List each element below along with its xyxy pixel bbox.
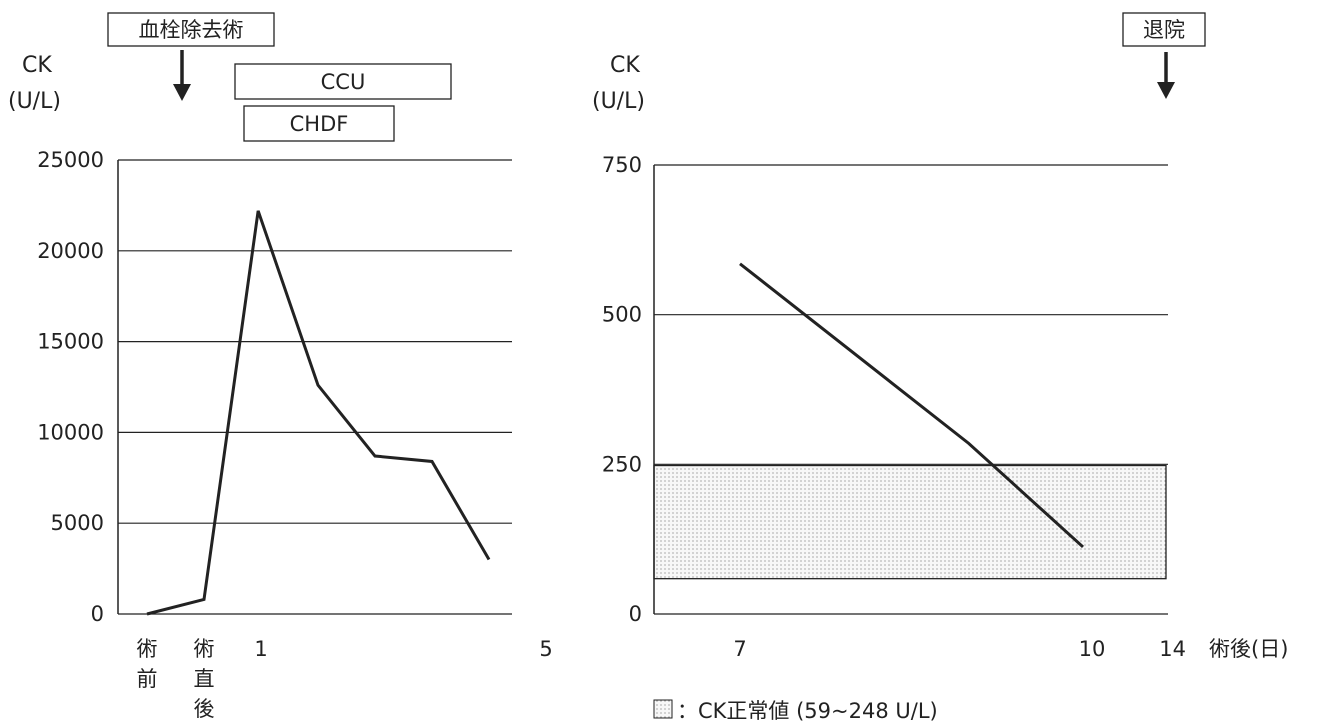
right-y-tick-label: 500 [602,303,642,327]
surgery-label-box [107,12,275,47]
left-x-tick-text: 1 [254,637,267,661]
left-y-tick-label: 25000 [37,148,104,172]
chdf-label: CHDF [290,112,349,136]
ccu-label: CCU [321,70,366,94]
left-y-tick-label: 15000 [37,330,104,354]
right-y-tick-labels: 0 250 500 750 [602,153,642,626]
discharge-label-box [1122,12,1206,47]
left-gridlines [118,159,512,615]
left-x-tick-text: 後 [194,697,215,721]
legend-text: ：CK正常値 (59~248 U/L) [677,699,938,723]
left-x-tick-label: 1 [254,637,267,661]
right-x-tick-label: 10 [1079,637,1106,661]
left-x-tick-text: 術 [137,637,158,661]
left-y-tick-label: 20000 [37,239,104,263]
right-ylabel-line1: CK [610,53,640,78]
right-gridlines [654,164,1168,615]
ccu-box [234,63,452,100]
left-x-tick-text: 術 [194,637,215,661]
left-y-tick-label: 10000 [37,420,104,444]
right-y-tick-label: 250 [602,452,642,476]
surgery-arrow-head [173,84,191,101]
normal-range-band [653,464,1167,580]
right-x-tick-label: 14 [1159,637,1186,661]
left-x-tick-text: 5 [539,637,552,661]
left-series-line [146,210,491,616]
discharge-arrow-head [1157,82,1175,99]
right-y-tick-label: 0 [629,602,642,626]
chdf-box [243,105,395,142]
left-x-tick-label: 術直後 [194,637,215,721]
left-y-tick-labels: 0 5000 10000 15000 20000 25000 [37,148,104,626]
left-x-tick-text: 前 [137,667,158,691]
left-series [146,210,491,616]
chart-right: CK (U/L) 0 250 500 750 7 10 14 術後(日) 退院 ：CK正常… [592,12,1288,723]
right-ylabel-line2: (U/L) [592,89,645,114]
surgery-label: 血栓除去術 [139,18,244,42]
left-ylabel-line2: (U/L) [8,89,61,114]
legend-swatch [653,699,673,719]
right-xlabel: 術後(日) [1209,637,1288,661]
left-ylabel-line1: CK [22,53,52,78]
right-x-tick-label: 7 [733,637,746,661]
right-y-tick-label: 750 [602,153,642,177]
right-series [739,262,1085,549]
left-x-tick-text: 直 [194,667,215,691]
left-x-tick-label: 5 [539,637,552,661]
left-y-tick-label: 5000 [51,511,104,535]
left-x-tick-label: 術前 [137,637,158,691]
right-x-tick-labels: 7 10 14 [733,637,1186,661]
discharge-label: 退院 [1143,18,1185,42]
left-y-tick-label: 0 [91,602,104,626]
